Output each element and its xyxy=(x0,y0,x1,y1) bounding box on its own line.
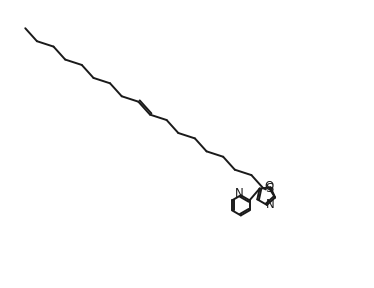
Text: S: S xyxy=(265,181,273,195)
Text: N: N xyxy=(235,187,243,200)
Text: O: O xyxy=(265,180,274,193)
Text: N: N xyxy=(266,198,275,211)
